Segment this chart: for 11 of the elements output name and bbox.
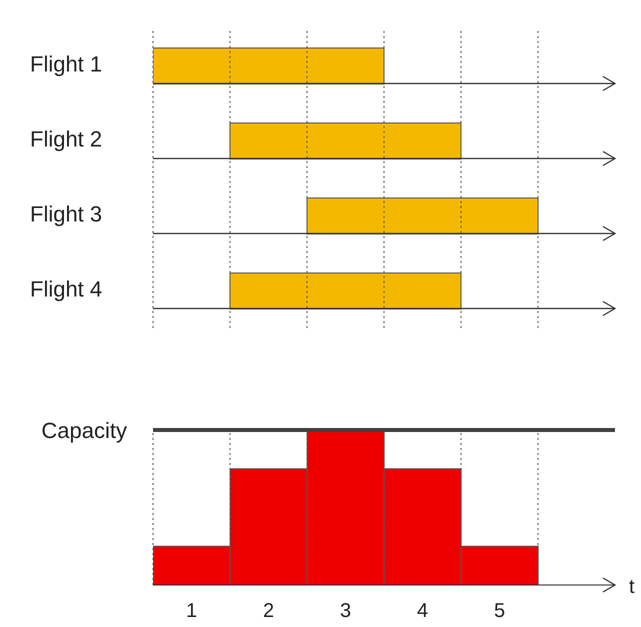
x-tick-label: 4 <box>416 600 428 622</box>
x-tick-label: 5 <box>494 600 506 622</box>
y-tick-label: Flight 2 <box>30 126 102 152</box>
x-tick-label: 1 <box>186 600 198 622</box>
ref-line-label: Capacity <box>41 418 127 443</box>
x-axis-title: t <box>629 576 635 598</box>
x-tick-label: 3 <box>340 600 352 622</box>
y-tick-label: Flight 1 <box>30 51 102 76</box>
x-tick-label: 2 <box>262 600 274 622</box>
y-tick-label: Flight 3 <box>30 201 102 226</box>
y-tick-label: Flight 4 <box>30 276 102 302</box>
